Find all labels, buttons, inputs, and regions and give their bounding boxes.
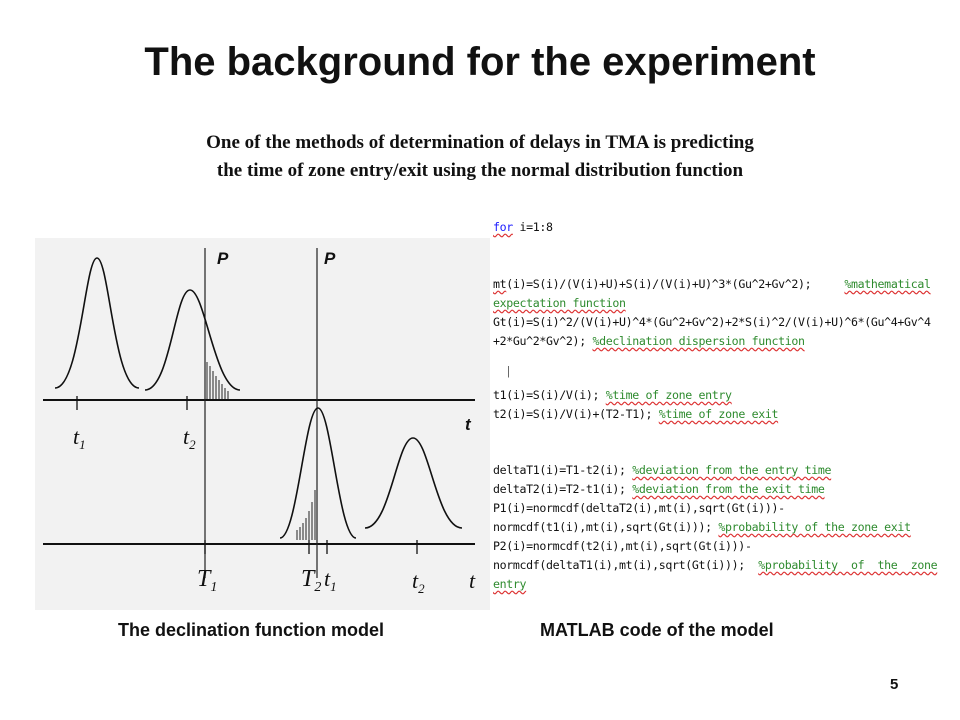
code-line: P2(i)=normcdf(t2(i),mt(i),sqrt(Gt(i)))- (493, 539, 752, 553)
lower-curve-t1 (279, 407, 357, 539)
p-label-left: P (217, 249, 229, 268)
tick-label-upper-t2: t2 (183, 424, 196, 452)
code-line: normcdf(deltaT1(i),mt(i),sqrt(Gt(i))); %… (493, 558, 938, 572)
page-number: 5 (890, 676, 899, 693)
code-comment: entry (493, 577, 527, 591)
code-line: +2*Gu^2*Gv^2); %declination dispersion f… (493, 334, 805, 348)
code-line: for i=1:8 (493, 220, 553, 234)
code-line: t2(i)=S(i)/V(i)+(T2-T1); %time of zone e… (493, 407, 779, 421)
declination-model-figure: t1 t2 T1 T2 t1 t2 t P P t (35, 238, 490, 610)
subtitle-line-2: the time of zone entry/exit using the no… (216, 160, 744, 181)
tick-label-upper-t1: t1 (73, 424, 86, 452)
p-label-right: P (324, 249, 336, 268)
code-line: Gt(i)=S(i)^2/(V(i)+U)^4*(Gu^2+Gv^2)+2*S(… (493, 315, 931, 329)
code-line: entry (493, 575, 527, 594)
code-comment: %declination dispersion function (592, 334, 805, 348)
tick-label-lower-t1: t1 (324, 566, 337, 594)
code-line: deltaT2(i)=T2-t1(i); %deviation from the… (493, 482, 825, 496)
slide-title: The background for the experiment (144, 40, 816, 84)
tick-label-T2: T2 (301, 566, 321, 595)
tick-label-lower-t2: t2 (412, 568, 425, 596)
code-comment: %mathematical (844, 277, 931, 291)
matlab-code-panel: for i=1:8 mt(i)=S(i)/(V(i)+U)+S(i)/(V(i)… (493, 218, 938, 608)
axis-ticks (76, 396, 418, 554)
declination-model-diagram: t1 t2 T1 T2 t1 t2 t (43, 248, 476, 596)
code-line: P1(i)=normcdf(deltaT2(i),mt(i),sqrt(Gt(i… (493, 501, 785, 515)
tick-label-T1: T1 (197, 566, 217, 595)
upper-axis-t-label: t (465, 415, 471, 434)
upper-curve-t2 (144, 289, 241, 391)
code-line: expectation function (493, 294, 626, 313)
code-comment: %time of zone exit (658, 407, 779, 421)
text-cursor: | (505, 364, 512, 378)
upper-curve-t1 (54, 257, 140, 389)
lower-curve-t2 (364, 437, 463, 529)
code-line: normcdf(t1(i),mt(i),sqrt(Gt(i))); %proba… (493, 520, 911, 534)
figure-caption-right: MATLAB code of the model (540, 620, 774, 640)
code-comment: expectation function (493, 296, 626, 310)
subtitle-line-1: One of the methods of determination of d… (206, 132, 754, 153)
slide-subtitle: One of the methods of determination of d… (80, 129, 880, 185)
code-comment: %time of zone entry (605, 388, 732, 402)
code-line: mt(i)=S(i)/(V(i)+U)+S(i)/(V(i)+U)^3*(Gu^… (493, 277, 931, 291)
code-comment: %probability of the zone (758, 558, 938, 572)
lower-axis-t-label: t (469, 568, 476, 593)
code-line: deltaT1(i)=T1-t2(i); %deviation from the… (493, 463, 832, 477)
figure-caption-left: The declination function model (118, 620, 385, 640)
upper-hatch-area (206, 362, 229, 400)
code-keyword: for (493, 220, 513, 234)
code-comment: %probability of the zone exit (718, 520, 911, 534)
code-line: t1(i)=S(i)/V(i); %time of zone entry (493, 388, 732, 402)
lower-hatch-area (296, 490, 316, 540)
code-comment: %deviation from the exit time (632, 482, 825, 496)
code-comment: %deviation from the entry time (632, 463, 832, 477)
